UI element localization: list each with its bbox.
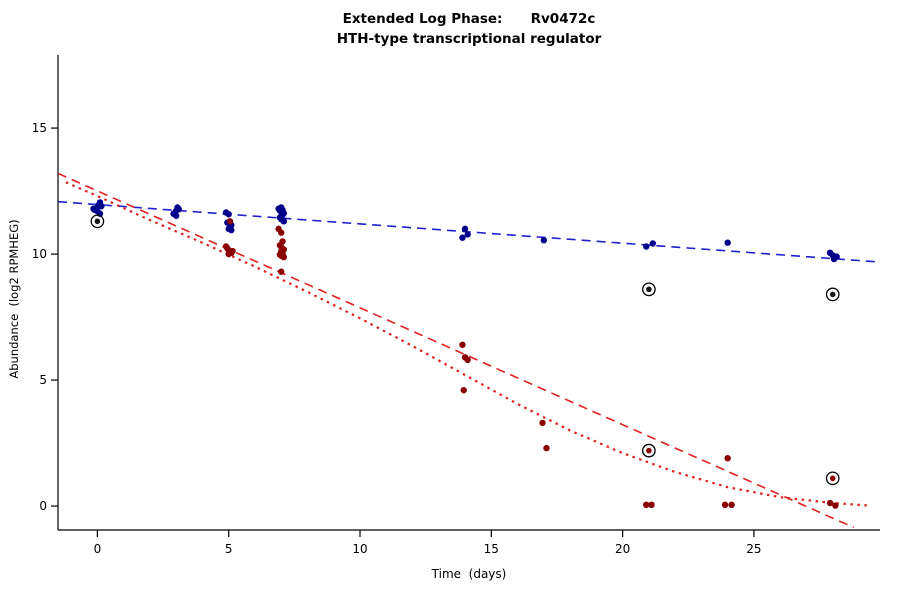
experimental-condition-point <box>278 268 285 275</box>
reference-condition-point <box>228 226 235 234</box>
experimental-condition-point <box>648 501 655 509</box>
reference-condition-point <box>225 211 232 218</box>
x-tick-label: 15 <box>484 542 499 556</box>
experimental-condition-point <box>229 247 236 255</box>
chart-title: Extended Log Phase: Rv0472c <box>342 11 596 27</box>
experimental-condition-point <box>826 499 834 507</box>
reference-condition-point <box>643 243 650 250</box>
x-axis-label: Time (days) <box>431 567 507 581</box>
experimental-condition-point <box>226 218 234 225</box>
y-axis-label: Abundance (log2 RPMHEG) <box>7 219 21 379</box>
excluded-outlier-red-ring <box>825 471 840 486</box>
y-tick-label: 15 <box>32 121 47 135</box>
reference-condition-point <box>649 240 657 247</box>
excluded-outlier-dark-point <box>94 218 101 225</box>
reference-condition-point <box>464 231 471 238</box>
experimental-condition-point <box>539 419 546 427</box>
reference-condition-point <box>459 234 466 241</box>
reference-condition-point <box>280 218 288 225</box>
red-trend-dashed <box>57 172 855 529</box>
excluded-outlier-dark-ring <box>90 214 105 229</box>
experimental-condition-point <box>464 356 471 364</box>
experimental-condition-point <box>278 229 285 236</box>
experimental-condition-point <box>721 501 729 509</box>
reference-condition-point <box>540 237 548 244</box>
y-tick-label: 0 <box>39 499 47 513</box>
experimental-condition-point <box>280 253 288 261</box>
reference-condition-point <box>461 225 469 233</box>
experimental-condition-point <box>460 386 467 394</box>
excluded-outlier-dark-point <box>646 286 652 293</box>
experimental-condition-point <box>832 502 839 509</box>
x-tick-label: 20 <box>615 542 630 556</box>
experimental-condition-point <box>543 444 550 452</box>
excluded-outlier-red-point <box>829 475 836 482</box>
x-tick-label: 10 <box>352 542 367 556</box>
reference-condition-point <box>833 253 840 260</box>
excluded-outlier-red-ring <box>642 443 656 458</box>
reference-condition-point <box>175 206 183 213</box>
experimental-condition-point <box>728 501 735 509</box>
excluded-outlier-dark-point <box>829 291 836 298</box>
x-tick-label: 5 <box>225 542 233 556</box>
experimental-condition-point <box>643 501 650 509</box>
reference-condition-point <box>98 202 105 210</box>
x-tick-label: 0 <box>94 542 102 556</box>
reference-condition-point <box>172 212 180 219</box>
excluded-outlier-red-point <box>646 447 652 454</box>
experimental-condition-point <box>724 454 731 462</box>
reference-condition-point <box>724 239 731 246</box>
y-tick-label: 5 <box>39 373 47 387</box>
experimental-condition-point <box>459 341 466 348</box>
y-tick-label: 10 <box>32 247 47 261</box>
reference-condition-point <box>280 210 288 217</box>
x-tick-label: 25 <box>746 542 761 556</box>
excluded-outlier-dark-ring <box>642 282 656 297</box>
chart-subtitle: HTH-type transcriptional regulator <box>336 31 602 47</box>
excluded-outlier-dark-ring <box>825 287 840 302</box>
